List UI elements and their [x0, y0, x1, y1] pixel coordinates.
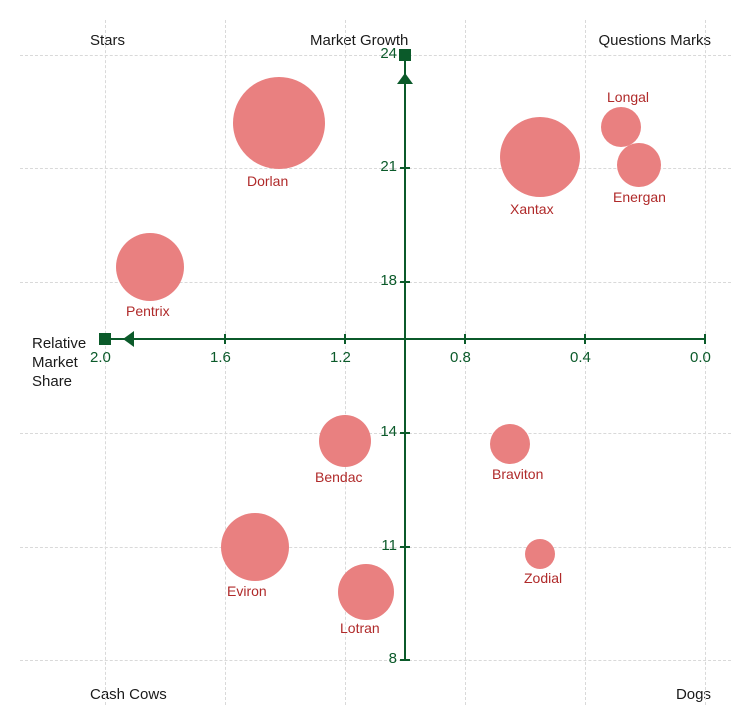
x-tick — [584, 334, 586, 344]
x-axis-arrow-icon — [123, 331, 134, 347]
bubble-lotran — [338, 564, 394, 620]
quadrant-label-cash-cows: Cash Cows — [90, 686, 167, 703]
x-tick-label: 0.0 — [690, 349, 711, 366]
bubble-label-bendac: Bendac — [315, 469, 362, 485]
y-tick-label: 21 — [367, 158, 397, 175]
y-tick-label: 11 — [367, 537, 397, 554]
x-tick-label: 1.2 — [330, 349, 351, 366]
bubble-label-eviron: Eviron — [227, 583, 267, 599]
y-tick — [400, 659, 410, 661]
x-axis-line — [105, 338, 705, 340]
x-tick-label: 1.6 — [210, 349, 231, 366]
y-tick-label: 14 — [367, 423, 397, 440]
y-tick — [400, 281, 410, 283]
bubble-label-longal: Longal — [607, 89, 649, 105]
x-tick — [104, 334, 106, 344]
bubble-label-zodial: Zodial — [524, 570, 562, 586]
x-tick-label: 2.0 — [90, 349, 111, 366]
bubble-pentrix — [116, 233, 184, 301]
quadrant-label-questions: Questions Marks — [598, 32, 711, 49]
bubble-label-lotran: Lotran — [340, 620, 380, 636]
bubble-longal — [601, 107, 641, 147]
x-axis-title-line2: Market — [32, 354, 78, 371]
x-axis-title: Relative Market Share — [32, 335, 86, 391]
quadrant-label-stars: Stars — [90, 32, 125, 49]
x-tick-label: 0.8 — [450, 349, 471, 366]
bubble-braviton — [490, 424, 530, 464]
x-tick — [224, 334, 226, 344]
bubble-label-braviton: Braviton — [492, 466, 543, 482]
bubble-bendac — [319, 415, 371, 467]
y-tick — [400, 167, 410, 169]
x-axis-title-line1: Relative — [32, 335, 86, 352]
bcg-bubble-chart: Stars Questions Marks Cash Cows Dogs Mar… — [0, 0, 751, 725]
bubble-label-energan: Energan — [613, 189, 666, 205]
bubble-eviron — [221, 513, 289, 581]
y-axis-line — [404, 55, 406, 660]
y-tick — [400, 432, 410, 434]
bubble-label-dorlan: Dorlan — [247, 173, 288, 189]
y-tick — [400, 546, 410, 548]
bubble-label-pentrix: Pentrix — [126, 303, 170, 319]
bubble-label-xantax: Xantax — [510, 201, 554, 217]
x-tick — [704, 334, 706, 344]
y-tick-label: 18 — [367, 272, 397, 289]
y-tick-label: 24 — [367, 45, 397, 62]
x-tick-label: 0.4 — [570, 349, 591, 366]
bubble-energan — [617, 143, 661, 187]
bubble-zodial — [525, 539, 555, 569]
bubble-dorlan — [233, 77, 325, 169]
y-tick — [400, 54, 410, 56]
bubble-xantax — [500, 117, 580, 197]
y-axis-arrow-icon — [397, 73, 413, 84]
x-axis-title-line3: Share — [32, 373, 72, 390]
quadrant-label-dogs: Dogs — [676, 686, 711, 703]
x-tick — [344, 334, 346, 344]
x-tick — [464, 334, 466, 344]
y-tick-label: 8 — [367, 650, 397, 667]
